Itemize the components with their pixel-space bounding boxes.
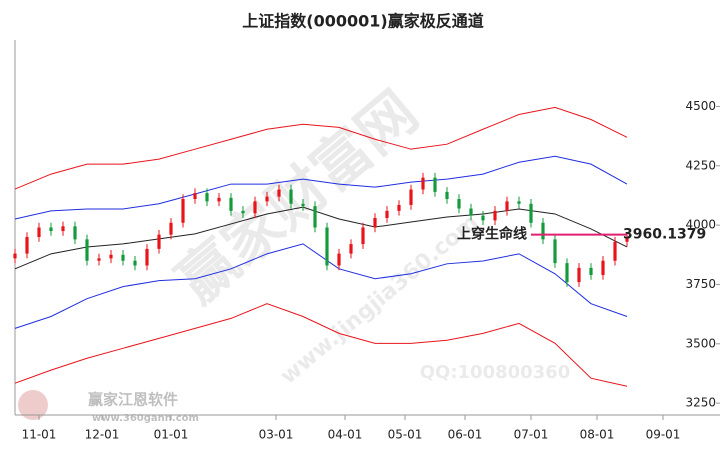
x-tick-label: 11-01 — [22, 428, 57, 442]
band-line — [14, 303, 628, 387]
candle-body — [553, 239, 557, 264]
candle-body — [109, 254, 113, 259]
candle-body — [85, 239, 89, 261]
candle-body — [565, 263, 569, 283]
candle-body — [481, 215, 485, 221]
candle-body — [601, 260, 605, 275]
candle-body — [529, 203, 533, 223]
candle-body — [61, 226, 65, 232]
candle-body — [229, 197, 233, 211]
candle-body — [121, 254, 125, 261]
candle-body — [409, 189, 413, 205]
band-line — [14, 243, 628, 329]
candle-body — [589, 267, 593, 275]
candle-body — [133, 260, 137, 266]
chart-title: 上证指数(000001)赢家极反通道 — [242, 12, 483, 31]
candle-body — [25, 236, 29, 254]
watermark: www.360gann.com — [92, 413, 199, 424]
candle-body — [421, 177, 425, 190]
candle-body — [469, 208, 473, 216]
candle-body — [241, 210, 245, 214]
candle-body — [181, 199, 185, 223]
candle-body — [49, 227, 53, 232]
candle-body — [349, 244, 353, 254]
candle-body — [361, 227, 365, 245]
candle-body — [169, 222, 173, 235]
x-tick-label: 08-01 — [580, 428, 615, 442]
candle-body — [541, 222, 545, 240]
candle-body — [433, 177, 437, 192]
y-tick-label: 3250 — [685, 396, 716, 410]
logo — [18, 390, 48, 420]
x-tick-label: 05-01 — [388, 428, 423, 442]
x-tick-label: 12-01 — [85, 428, 120, 442]
band-line — [14, 106, 628, 190]
candle-body — [625, 236, 629, 242]
y-tick-label: 4500 — [685, 99, 716, 113]
candle-body — [517, 201, 521, 204]
candle-body — [337, 253, 341, 266]
candle-body — [145, 248, 149, 266]
candle-body — [397, 204, 401, 211]
y-tick-label: 3750 — [685, 277, 716, 291]
annotation: 上穿生命线 — [457, 226, 527, 243]
candle-body — [325, 227, 329, 266]
candle-body — [457, 199, 461, 209]
candle-body — [217, 197, 221, 202]
y-tick-label: 4250 — [685, 158, 716, 172]
candle-body — [373, 218, 377, 228]
candle-body — [265, 196, 269, 202]
candle-body — [493, 210, 497, 221]
level-label: 3960.1379 — [623, 227, 706, 243]
candle-body — [205, 193, 209, 202]
candle-body — [505, 201, 509, 211]
band-line — [14, 206, 628, 270]
candle-body — [253, 201, 257, 214]
candle-body — [37, 227, 41, 237]
x-tick-label: 09-01 — [646, 428, 681, 442]
y-tick-label: 4000 — [685, 218, 716, 232]
x-tick-label: 06-01 — [448, 428, 483, 442]
candle-body — [289, 189, 293, 204]
candle-body — [193, 193, 197, 200]
x-tick-label: 03-01 — [259, 428, 294, 442]
watermark: QQ:100800360 — [420, 362, 571, 383]
watermark: 赢家江恩软件 — [88, 391, 178, 409]
x-tick-label: 01-01 — [154, 428, 189, 442]
candle-body — [577, 267, 581, 283]
candle-body — [385, 210, 389, 219]
candle-body — [97, 258, 101, 261]
candle-body — [277, 189, 281, 197]
x-tick-label: 04-01 — [328, 428, 363, 442]
y-tick-label: 3500 — [685, 336, 716, 350]
candle-body — [613, 241, 617, 261]
x-tick-label: 07-01 — [514, 428, 549, 442]
candle-body — [157, 234, 161, 249]
candle-body — [13, 253, 17, 259]
candle-body — [301, 203, 305, 207]
candle-body — [313, 206, 317, 228]
candle-body — [73, 226, 77, 240]
candle-body — [445, 191, 449, 200]
band-line — [14, 155, 628, 220]
